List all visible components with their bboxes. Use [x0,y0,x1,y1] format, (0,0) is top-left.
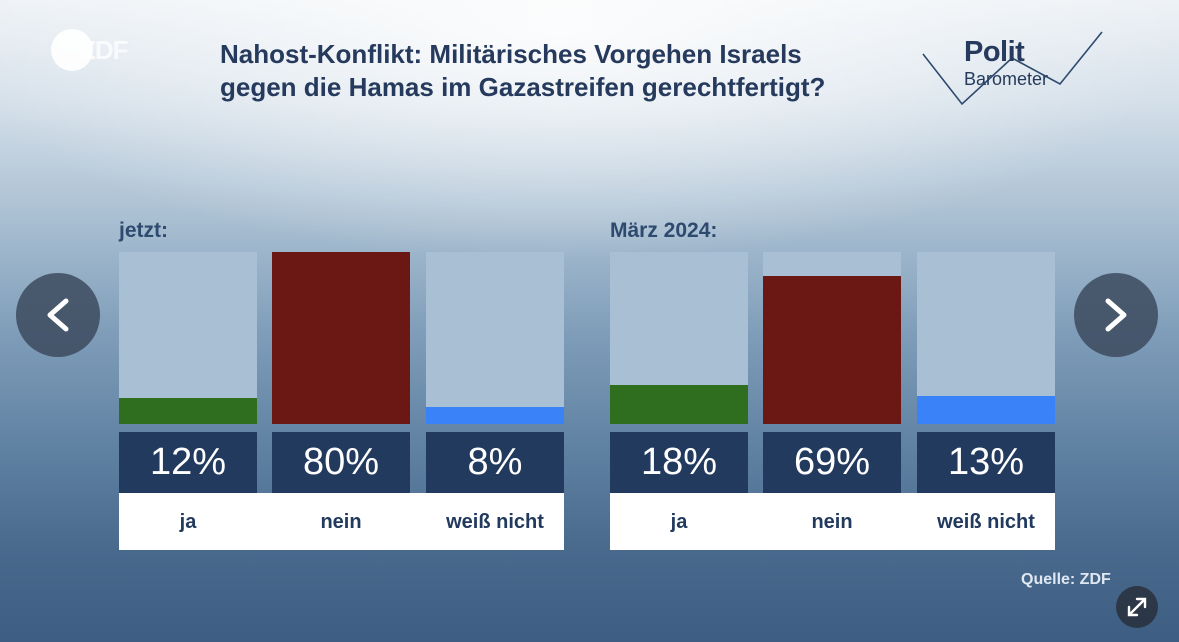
brand-line-1: Polit [964,36,1025,68]
brand-line-2: Barometer [964,69,1049,89]
bar-track [426,252,564,424]
expand-button[interactable] [1116,586,1158,628]
value-label-nein-march: 69% [763,432,901,493]
svg-text:ZDF: ZDF [80,35,128,65]
category-label-ja-now: ja [179,511,197,533]
previous-button[interactable] [16,273,100,357]
page-title: Nahost-Konflikt: Militärisches Vorgehen … [220,38,900,104]
chevron-left-icon [47,298,69,332]
category-label-weiss-nicht-now: weiß nicht [446,511,544,533]
category-label-weiss-nicht-march: weiß nicht [937,511,1035,533]
politbarometer-zigzag-icon [922,31,1103,106]
value-label-weiss-nicht-march: 13% [917,432,1055,493]
bar-track [119,252,257,424]
group-label-now: jetzt: [119,219,168,242]
bar-nein-now [272,252,410,424]
value-label-ja-now: 12% [119,432,257,493]
chevron-right-icon [1105,298,1127,332]
title-line-1: Nahost-Konflikt: Militärisches Vorgehen … [220,39,802,69]
source-label: Quelle: ZDF [1021,571,1111,588]
politbarometer-logo: Polit Barometer [920,28,1105,108]
group-label-march-2024: März 2024: [610,219,718,242]
category-label-ja-march: ja [670,511,688,533]
expand-icon [1127,597,1147,617]
bar-ja-now [119,398,257,424]
bar-track [272,252,410,424]
bar-ja-march [610,385,748,424]
title-line-2: gegen die Hamas im Gazastreifen gerechtf… [220,72,826,102]
value-label-weiss-nicht-now: 8% [426,432,564,493]
value-label-ja-march: 18% [610,432,748,493]
bar-weiss-nicht-march [917,396,1055,424]
category-label-nein-now: nein [320,511,362,533]
bar-weiss-nicht-now [426,406,564,424]
bar-track [763,252,901,424]
bar-nein-march [763,275,901,424]
category-strip-now [119,493,564,550]
zdf-logo: ZDF [50,28,130,77]
category-label-nein-march: nein [811,511,853,533]
value-label-nein-now: 80% [272,432,410,493]
bar-track [610,252,748,424]
bar-track [917,252,1055,424]
category-strip-march [610,493,1055,550]
next-button[interactable] [1074,273,1158,357]
